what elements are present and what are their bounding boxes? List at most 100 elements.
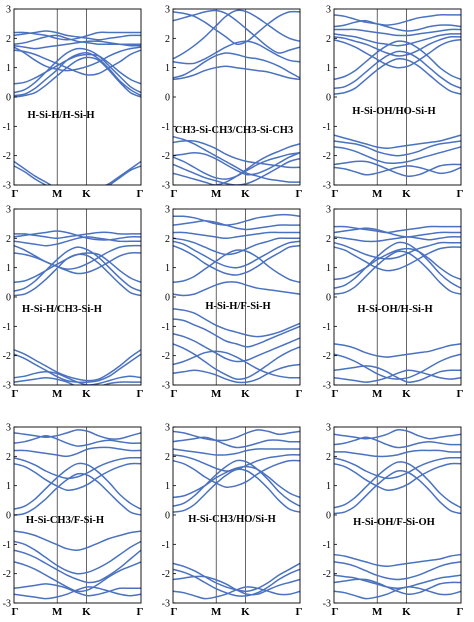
y-tick-label: -3 <box>162 381 170 392</box>
bands <box>173 213 300 384</box>
band-line-8 <box>14 530 141 551</box>
band-line-2 <box>14 435 141 447</box>
k-point-label: K <box>402 388 411 400</box>
band-line-1 <box>334 429 461 440</box>
band-line-11 <box>14 371 141 385</box>
y-tick-label: 3 <box>6 5 11 16</box>
y-tick-label: -2 <box>323 151 331 162</box>
y-tick-label: -1 <box>162 122 170 133</box>
y-tick-label: 3 <box>165 5 170 16</box>
k-point-label: Γ <box>171 388 178 400</box>
k-point-label: Γ <box>12 188 19 200</box>
y-tick-label: 3 <box>165 423 170 434</box>
band-line-4 <box>173 237 300 256</box>
band-line-4 <box>334 456 461 480</box>
band-line-12 <box>334 586 461 600</box>
band-line-6 <box>14 462 141 510</box>
y-tick-label: -2 <box>323 351 331 362</box>
bands <box>334 429 461 600</box>
y-tick-label: 2 <box>6 234 11 245</box>
k-point-label: Γ <box>296 606 303 618</box>
band-line-12 <box>173 157 300 185</box>
k-point-label: K <box>402 188 411 200</box>
band-line-3 <box>173 448 300 456</box>
band-line-3 <box>14 446 141 458</box>
k-point-label: K <box>82 388 91 400</box>
y-tick-label: -3 <box>323 181 331 192</box>
k-point-label: Γ <box>296 388 303 400</box>
band-line-12 <box>334 146 461 165</box>
band-line-11 <box>173 332 300 363</box>
y-tick-label: -2 <box>3 351 11 362</box>
y-tick-label: -2 <box>162 151 170 162</box>
band-line-4 <box>14 244 141 270</box>
panel-label: H-Si-H/H-Si-H <box>27 110 94 121</box>
band-line-9 <box>334 343 461 358</box>
k-point-label: M <box>211 188 222 200</box>
panel-label: CH3-Si-CH3/CH3-Si-CH3 <box>175 125 293 136</box>
band-line-11 <box>334 578 461 595</box>
band-line-10 <box>173 318 300 348</box>
band-line-3 <box>334 28 461 37</box>
band-line-4 <box>334 33 461 47</box>
band-line-13 <box>334 160 461 177</box>
k-point-label: M <box>372 388 383 400</box>
band-line-12 <box>14 583 141 597</box>
band-line-6 <box>334 241 461 289</box>
k-point-label: Γ <box>137 188 144 200</box>
y-tick-label: 3 <box>326 5 331 16</box>
k-point-label: Γ <box>137 388 144 400</box>
k-point-label: Γ <box>137 606 144 618</box>
band-line-7 <box>334 250 461 295</box>
band-line-9 <box>14 56 141 98</box>
k-point-label: Γ <box>332 188 339 200</box>
k-point-label: Γ <box>171 606 178 618</box>
band-line-2 <box>173 9 300 54</box>
bands <box>173 9 300 185</box>
y-tick-label: 0 <box>326 511 331 522</box>
band-line-10 <box>334 134 461 150</box>
band-line-11 <box>173 143 300 185</box>
band-line-2 <box>14 30 141 41</box>
y-tick-label: -1 <box>323 540 331 551</box>
k-point-label: K <box>241 388 250 400</box>
k-point-label: K <box>82 606 91 618</box>
band-line-13 <box>173 343 300 381</box>
band-line-6 <box>173 244 300 276</box>
y-tick-label: 1 <box>6 263 11 274</box>
band-line-2 <box>173 219 300 231</box>
k-point-label: M <box>52 606 63 618</box>
band-line-10 <box>334 353 461 380</box>
band-line-7 <box>14 253 141 297</box>
band-line-12 <box>334 369 461 383</box>
band-line-1 <box>173 10 300 46</box>
band-line-8 <box>173 139 300 169</box>
band-line-14 <box>173 363 300 384</box>
band-line-5 <box>14 252 141 275</box>
band-line-5 <box>173 240 300 269</box>
band-line-4 <box>173 40 300 65</box>
band-line-5 <box>14 46 141 72</box>
y-tick-label: -3 <box>3 599 11 610</box>
y-tick-label: -1 <box>162 322 170 333</box>
panel-label: H-Si-H/F-Si-H <box>205 301 270 312</box>
band-line-6 <box>334 461 461 509</box>
y-tick-label: 2 <box>165 452 170 463</box>
bands <box>334 225 461 383</box>
band-line-8 <box>334 247 461 281</box>
band-line-4 <box>14 40 141 50</box>
band-line-9 <box>173 151 300 176</box>
band-line-2 <box>14 230 141 241</box>
y-tick-label: -2 <box>162 351 170 362</box>
y-tick-label: 0 <box>326 293 331 304</box>
band-line-5 <box>334 246 461 272</box>
y-tick-label: -1 <box>3 322 11 333</box>
band-line-2 <box>334 227 461 238</box>
y-tick-label: -3 <box>162 181 170 192</box>
k-point-label: Γ <box>457 388 464 400</box>
